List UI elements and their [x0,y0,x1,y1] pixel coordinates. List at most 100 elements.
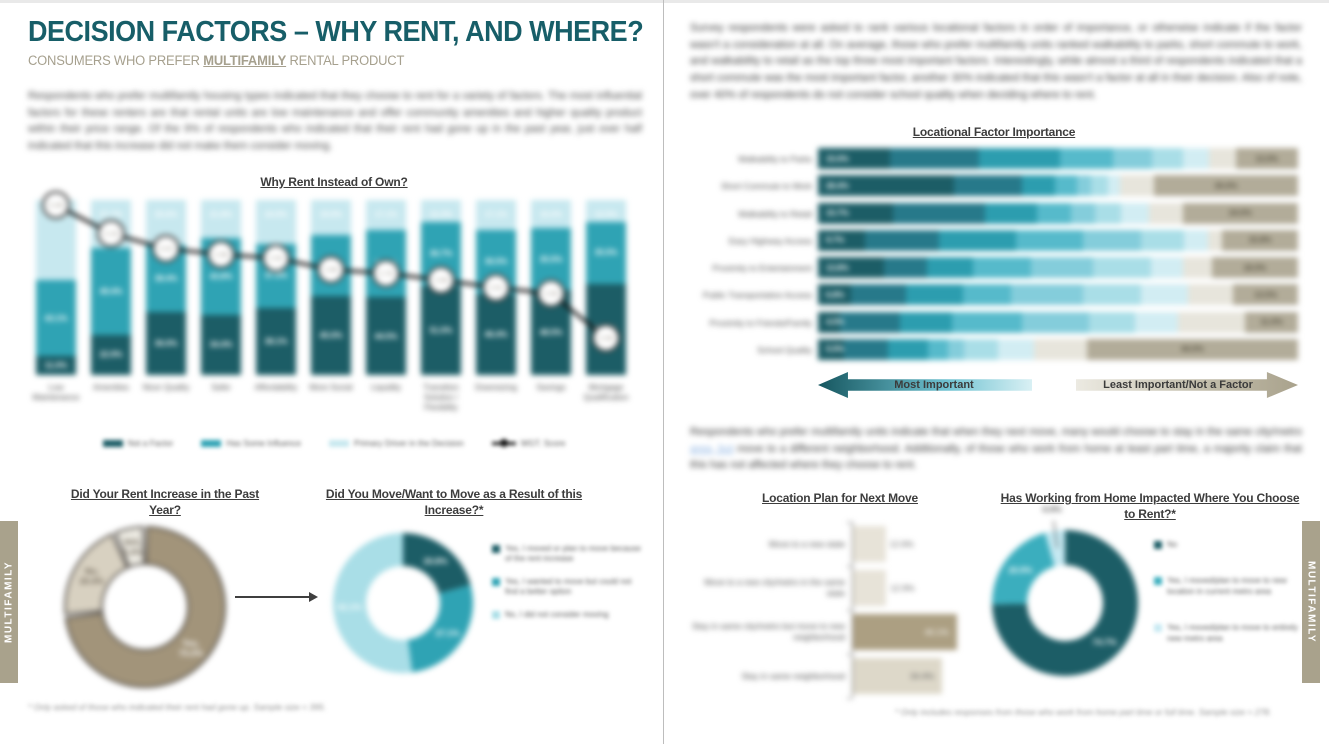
subtitle-prefix: CONSUMERS WHO PREFER [28,53,204,68]
bar-segment-value: 49.4% [99,287,123,297]
locational-bar-segment [818,257,885,278]
locational-row-bar: 6.8% 13.5% [818,284,1298,306]
next-move-row-label: Move to a new state [768,538,845,549]
locational-last-value: 13.0% [1255,154,1279,163]
locational-bar-segment [927,257,974,278]
subtitle-multifamily: MULTIFAMILY [203,53,287,68]
locational-first-value: 4.5% [826,317,845,327]
subtitle-suffix: RENTAL PRODUCT [286,53,405,68]
locational-bar-segment [1140,229,1184,251]
locational-bar-segment [938,229,1016,251]
most-important-label: Most Important [894,379,974,391]
axis-line [852,522,853,698]
locational-first-value: 15.7% [826,208,849,218]
locational-row-label: Easy Highway Access [728,235,812,246]
right-intro-paragraph: Survey respondents were asked to rank va… [690,22,1302,101]
locational-bar-segment [1134,311,1178,333]
move_result-donut-svg [333,533,473,673]
next-move-bar-value: 12.9% [890,583,915,593]
locational-bar-segment [952,311,1022,333]
why-rent-chart: 11.0% 43.1% 45.9% Low Maintenance 22.9% 49.4%… [28,190,640,438]
locational-last-value: 24.0% [1229,208,1252,218]
bar-segment-value: 17.1% [484,210,508,219]
bar-segment-value: 35.5% [539,254,563,264]
locational-first-value: 13.8% [826,263,849,272]
donut-slice [333,533,413,673]
locational-bar-segment [973,257,1031,278]
legend-item: WGT. Score [491,438,565,448]
bar-segment-value: 34.4% [209,340,233,350]
rent_increase-donut-svg [64,525,226,688]
bar-segment-value: 35.1% [319,261,343,271]
move-result-chart-title: Did You Move/Want to Move as a Result of… [325,487,583,518]
bar-segment: 43.8% [201,238,241,315]
locational-row-label: Public Transportation Access [702,290,812,301]
bar-segment-value: 38.4% [374,259,398,269]
locational-bar-segment [1222,229,1298,251]
bar-segment: 45.9% [36,200,76,281]
locational-bar-segment [818,284,851,306]
bar-segment: 49.4% [91,248,131,335]
wfh-legend: No Yes, I moved/plan to move to new locat… [1154,540,1302,670]
category-label: Downsizing [475,383,517,392]
locational-row-bar: 4.5% 11.0% [818,311,1298,333]
legend-label: Yes, I moved/plan to move to entirely ne… [1167,623,1298,643]
locational-first-value: 5.5% [826,344,845,354]
bar-segment: 35.5% [531,228,571,291]
left-intro-paragraph: Respondents who prefer multifamily housi… [28,90,642,153]
donut-slice-name: Yes, [182,637,200,648]
next-move-row-label: Move to a new city/metro in the same sta… [704,577,845,598]
donut-slice [403,533,471,594]
legend-item: Has Some Influence [201,438,301,448]
category-label: Affordability [254,383,298,392]
next-move-bar: 34.4% [853,658,943,694]
next-move-row-label: Stay in same city/metro but move to new … [691,621,845,642]
locational-bar-segment [818,311,840,333]
locational-row-label: Walkability to Parks [738,154,812,164]
locational-bar-segment [1055,175,1077,197]
locational-bar-segment [864,229,939,251]
sidetab-multifamily-right[interactable]: MULTIFAMILY [1302,521,1320,683]
locational-bar-segment [1113,148,1152,169]
locational-row-bar: 9.7% 15.8% [818,229,1298,251]
locational-last-value: 30.0% [1214,181,1238,191]
donut-slice [992,532,1055,605]
bar-segment: 38.4% [366,229,406,298]
page-divider [663,0,664,744]
bar-segment: 34.4% [201,314,241,375]
legend-item: Yes, I moved/plan to move to entirely ne… [1154,623,1302,644]
para2-hyperlink[interactable]: area, but [690,442,734,455]
category-label: Safer [211,383,231,392]
category-label: More Social [309,383,353,392]
para2-text: Respondents who prefer multifamily units… [690,426,1302,438]
bar-segment: 36.5% [476,229,516,294]
locational-row-bar: 15.7% 24.0% [818,202,1298,224]
next-move-row-label: Stay in same neighborhood [741,670,846,681]
locational-bar-segment [1211,257,1298,278]
rent-increase-donut: Yes, 73.2% No, 20.4% N/A, 6.4% [60,522,230,692]
bar-segment-value: 12.3% [429,210,453,219]
donut-slice-pct: 73.2% [178,647,203,658]
next-move-bar-value: 12.6% [889,539,914,549]
legend-item: Yes, I moved/plan to move to new locatio… [1154,576,1302,597]
wfh-donut: 74.7% 20.9% 4.4% [988,504,1142,680]
category-label: Transition Solution / Flexibility [423,383,459,412]
locational-bar-segment [1082,229,1141,251]
legend-swatch [102,439,123,447]
bar-segment: 43.1% [36,280,76,356]
least-important-label: Least Important/Not a Factor [1103,379,1253,391]
legend-item: No, I did not consider moving [492,610,644,620]
next-move-bar: 40.1% [853,614,957,650]
legend-swatch [492,610,500,619]
donut-slice [114,526,145,569]
sidetab-multifamily-left[interactable]: MULTIFAMILY [0,521,18,683]
locational-row-label: School Quality [757,344,812,355]
callout-line [1053,520,1058,549]
legend-label: Yes, I moved/plan to move to new locatio… [1167,576,1287,596]
legend-swatch [1154,541,1162,549]
donut-slice-value: 52.1% [337,601,362,612]
bar-segment-value: 46.4% [484,329,508,339]
donut-slice-name: No, [85,565,99,576]
locational-bar-segment [1037,202,1071,224]
